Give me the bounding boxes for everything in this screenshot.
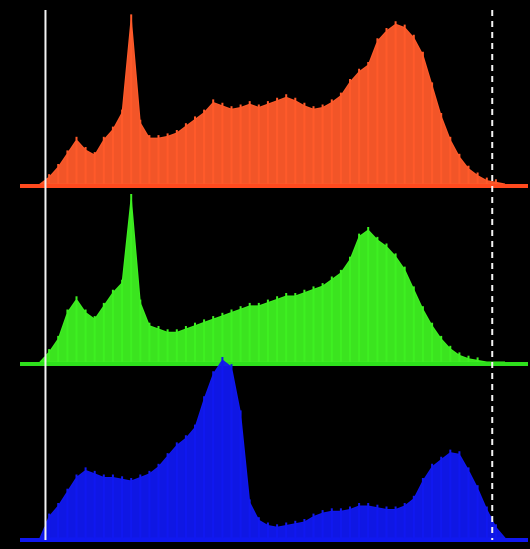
blue-channel-panel (20, 357, 528, 542)
red-channel-panel (20, 14, 528, 188)
blue-baseline (20, 538, 528, 542)
green-baseline (20, 362, 528, 366)
green-channel-panel (20, 194, 528, 366)
red-baseline (20, 184, 528, 188)
clipping-markers (44, 10, 494, 540)
